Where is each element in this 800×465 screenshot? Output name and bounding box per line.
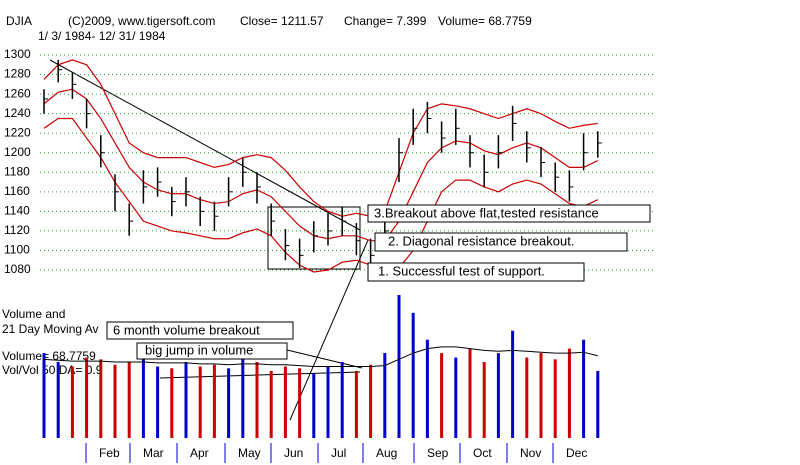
volume-bar [198,366,202,438]
x-tick-label: Feb [99,446,120,460]
x-tick-label: Mar [143,446,164,460]
x-tick-label: Jul [331,446,346,460]
volume-bar [113,364,117,438]
volume-bar [298,368,302,438]
annotation-box [367,262,585,282]
volume-bar [496,353,500,438]
volume-bar [227,368,231,438]
volume-bar [596,370,600,438]
annotation-box [106,321,294,340]
volume-bar [440,353,444,438]
annotation-box [367,204,651,223]
range-box [267,206,361,270]
volume-bar [326,366,330,438]
volume-bar [42,353,46,438]
annotation-box [136,342,288,360]
y-tick-label: 1100 [4,243,30,257]
y-tick-label: 1160 [4,184,30,198]
volume-bar [184,362,188,438]
volume-bar [340,362,344,438]
volume-bar [141,355,145,438]
y-tick-label: 1200 [4,145,31,159]
volume-bar [283,366,287,438]
upper-line [43,59,598,217]
volume-bar [56,362,60,438]
x-tick-label: Jun [284,446,303,460]
annotation: 1. Successful test of support. [378,263,545,278]
y-tick-label: 1180 [4,164,30,178]
trendline [49,59,361,231]
volume-bar [425,339,429,438]
volume-bar [383,353,387,438]
x-tick-label: May [238,446,261,460]
volume-bar [397,295,401,438]
annotation: big jump in volume [145,342,253,357]
volume-bar [525,357,529,438]
y-tick-label: 1140 [4,204,30,218]
x-tick-label: Sep [427,446,449,460]
volume-bar [269,370,273,438]
volume-bar [411,312,415,438]
header: Volume= 68.7759 [438,14,532,28]
volume-label: 21 Day Moving Av [2,322,99,336]
annotation-box [374,232,628,252]
volume-bar [170,368,174,438]
subtitle: 1/ 3/ 1984- 12/ 31/ 1984 [38,29,166,43]
volume-bar [482,362,486,438]
volume-bar [99,359,103,438]
y-tick-label: 1240 [4,106,31,120]
y-tick-label: 1280 [4,67,31,81]
volume-label: Volume and [2,307,65,321]
y-tick-label: 1300 [4,47,31,61]
volume-bar [127,362,131,438]
x-tick-label: Aug [376,446,397,460]
annotation: 6 month volume breakout [113,322,260,337]
volume-ma-line [43,346,598,367]
connector [289,239,369,421]
volume-bar [511,330,515,438]
volume-bar [582,339,586,438]
lower-line [43,117,599,273]
y-tick-label: 1120 [4,223,30,237]
volume-bar [539,353,543,438]
volume-bar [70,366,74,438]
volume-bar [369,364,373,438]
y-tick-label: 1080 [4,262,31,276]
y-tick-label: 1260 [4,86,31,100]
header: Change= 7.399 [344,14,427,28]
volume-bar [553,359,557,438]
volume-bar [255,362,259,438]
x-tick-label: Nov [520,446,541,460]
volume-bar [567,348,571,438]
annotation: 3.Breakout above flat,tested resistance [374,205,599,220]
volume-bar [85,357,89,438]
volume-bar [312,373,316,438]
connector [286,349,363,369]
annotation: 2. Diagonal resistance breakout. [388,233,574,248]
x-tick-label: Apr [190,446,209,460]
volume-bar [212,364,216,438]
volume-label: Volume= 68.7759 [2,349,96,363]
x-tick-label: Oct [473,446,492,460]
header: Close= 1211.57 [240,14,324,28]
volume-label: Vol/Vol 50 DA= 0.9 [2,363,103,377]
volume-bar [156,366,160,438]
volume-bar [468,348,472,438]
y-tick-label: 1220 [4,125,31,139]
volume-bar [241,357,245,438]
x-tick-label: Dec [566,446,587,460]
chart-title: DJIA [6,14,32,28]
ma-line [43,88,599,242]
volume-bar [354,370,358,438]
volume-bar [454,357,458,438]
header: (C)2009, www.tigersoft.com [68,14,215,28]
